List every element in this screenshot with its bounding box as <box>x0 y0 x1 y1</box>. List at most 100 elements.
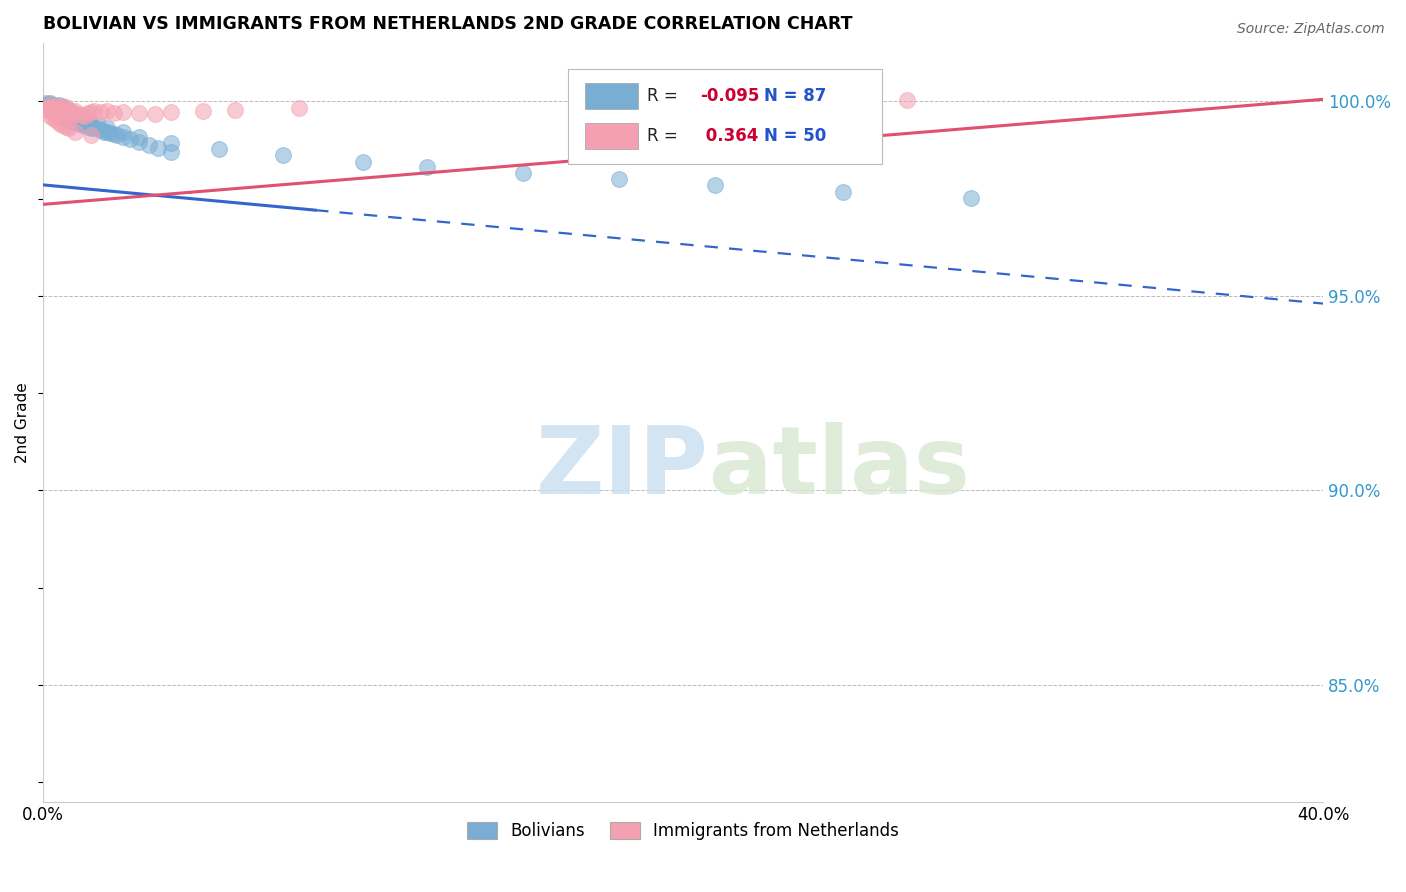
Point <box>67 113 90 128</box>
Point <box>38 101 60 115</box>
Point <box>148 141 170 155</box>
Point <box>70 108 93 122</box>
Point <box>48 103 70 118</box>
Point <box>38 98 60 112</box>
Text: Source: ZipAtlas.com: Source: ZipAtlas.com <box>1237 22 1385 37</box>
Point <box>193 103 215 118</box>
FancyBboxPatch shape <box>585 83 638 109</box>
Y-axis label: 2nd Grade: 2nd Grade <box>15 382 30 463</box>
Point <box>103 128 125 142</box>
Point <box>48 103 70 118</box>
Point <box>288 101 311 115</box>
Point <box>58 106 80 120</box>
Point <box>55 108 77 122</box>
Point <box>112 105 135 120</box>
Point <box>80 128 103 143</box>
Point <box>38 103 60 118</box>
Point <box>55 106 77 120</box>
Point <box>45 103 67 118</box>
Point <box>67 106 90 120</box>
Point <box>100 126 122 140</box>
FancyBboxPatch shape <box>585 123 638 149</box>
Point <box>160 105 183 120</box>
Point <box>112 130 135 145</box>
Point <box>55 100 77 114</box>
Text: ZIP: ZIP <box>536 422 709 514</box>
Point <box>80 105 103 120</box>
Point <box>48 106 70 120</box>
Point <box>86 119 108 133</box>
Text: R =: R = <box>647 87 683 105</box>
Point <box>45 103 67 118</box>
Point <box>45 102 67 116</box>
Point <box>704 178 727 192</box>
Point <box>112 125 135 139</box>
Point <box>63 113 86 128</box>
Point <box>55 105 77 120</box>
Point <box>63 115 86 129</box>
Point <box>51 110 73 124</box>
Point <box>96 125 118 139</box>
Point <box>512 166 534 180</box>
Point <box>45 106 67 120</box>
Point <box>55 112 77 126</box>
Point <box>128 106 150 120</box>
Point <box>103 106 125 120</box>
Point <box>58 112 80 126</box>
Point <box>63 125 86 139</box>
Point <box>48 108 70 122</box>
Point <box>51 106 73 120</box>
Point <box>60 112 83 126</box>
Point <box>70 112 93 127</box>
Point <box>48 115 70 129</box>
Point <box>128 135 150 149</box>
Point <box>96 121 118 136</box>
Point <box>224 103 246 117</box>
Point <box>73 109 96 123</box>
Point <box>70 115 93 129</box>
Point <box>63 103 86 118</box>
Point <box>60 105 83 120</box>
Point <box>48 102 70 116</box>
Point <box>51 118 73 132</box>
Point <box>77 118 100 132</box>
Text: BOLIVIAN VS IMMIGRANTS FROM NETHERLANDS 2ND GRADE CORRELATION CHART: BOLIVIAN VS IMMIGRANTS FROM NETHERLANDS … <box>44 15 852 33</box>
Point <box>143 106 166 120</box>
Point <box>77 115 100 129</box>
Point <box>51 103 73 118</box>
Point <box>42 102 65 116</box>
Point <box>896 94 918 108</box>
Point <box>45 112 67 127</box>
Point <box>83 120 105 134</box>
Point <box>38 100 60 114</box>
Point <box>51 106 73 120</box>
Point <box>352 154 374 169</box>
Point <box>48 101 70 115</box>
Point <box>80 120 103 135</box>
Point <box>42 100 65 114</box>
Point <box>160 145 183 159</box>
Point <box>42 100 65 114</box>
Point <box>607 172 630 186</box>
Point <box>42 105 65 120</box>
Point <box>55 120 77 134</box>
Point <box>38 96 60 111</box>
Point <box>118 132 141 146</box>
Point <box>83 103 105 118</box>
Point <box>67 115 90 129</box>
Point <box>55 110 77 124</box>
Point <box>45 101 67 115</box>
Point <box>90 123 112 137</box>
Point <box>960 191 983 205</box>
Point <box>58 110 80 124</box>
Point <box>58 121 80 136</box>
FancyBboxPatch shape <box>568 70 882 164</box>
Point <box>271 148 294 162</box>
Point <box>45 100 67 114</box>
Point <box>105 128 128 143</box>
Point <box>58 103 80 117</box>
Text: N = 87: N = 87 <box>763 87 827 105</box>
Point <box>96 103 118 118</box>
Point <box>90 105 112 120</box>
Point <box>77 120 100 134</box>
